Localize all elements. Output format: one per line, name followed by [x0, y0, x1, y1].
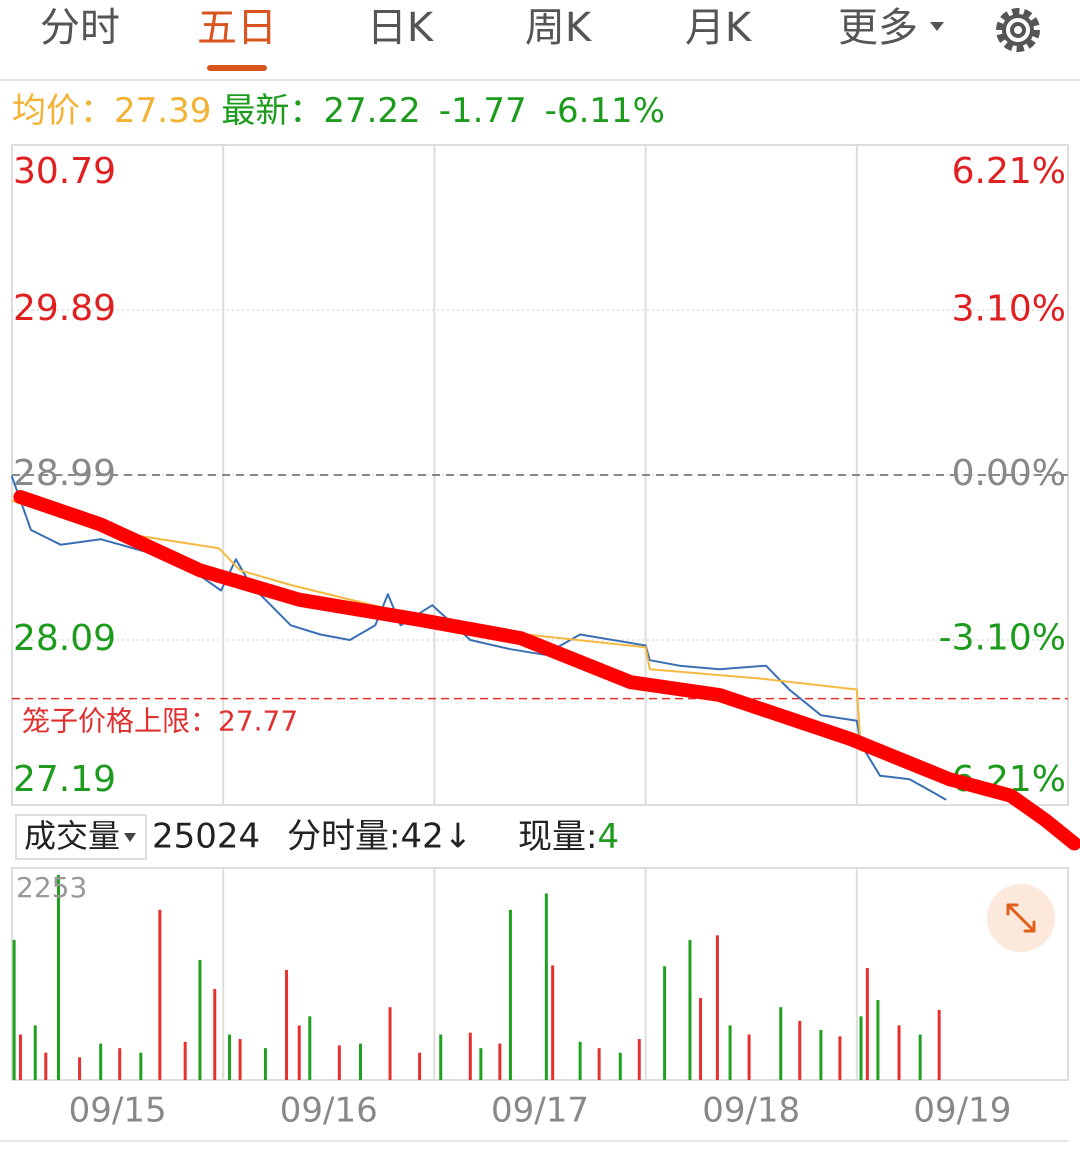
volume-bar	[728, 1025, 732, 1080]
ceiling-value: 27.77	[218, 705, 298, 738]
volume-bar	[56, 875, 60, 1080]
volume-bar	[779, 1007, 783, 1080]
volume-bar	[439, 1034, 443, 1080]
tab[interactable]: 分时	[40, 5, 120, 51]
y-tick-label: 27.19	[13, 759, 116, 800]
y-tick-label: 29.89	[13, 288, 116, 329]
volume-selector[interactable]	[15, 814, 147, 860]
price-line	[11, 475, 947, 801]
volume-bar	[876, 999, 880, 1080]
more-caret	[930, 22, 944, 31]
volume-bar	[263, 1048, 267, 1080]
volume-bar	[418, 1052, 422, 1080]
volume-bar	[285, 969, 289, 1080]
volume-total: 25024	[152, 817, 260, 857]
volume-bar	[99, 1043, 103, 1080]
expand-button[interactable]	[987, 884, 1055, 952]
latest-label: 最新：	[221, 91, 323, 131]
y2-tick-label: -3.10%	[939, 618, 1066, 659]
selector-caret	[124, 833, 136, 842]
volume-bar	[78, 1057, 82, 1080]
volume-bar	[358, 1043, 362, 1080]
volume-bar	[819, 1029, 823, 1080]
volume-bar	[544, 893, 548, 1080]
avg-label: 均价：	[12, 91, 114, 131]
volume-bar	[699, 998, 703, 1080]
tab-indicator	[207, 65, 267, 71]
volume-bar	[297, 1025, 301, 1080]
volume-bar	[213, 989, 217, 1080]
volume-bar	[498, 1043, 502, 1080]
annotation-stroke	[13, 490, 1080, 851]
volume-max-label: 2253	[16, 871, 87, 904]
x-tick-label: 09/16	[280, 1091, 378, 1131]
settings-button[interactable]	[996, 8, 1040, 52]
latest-price: 27.22	[323, 91, 420, 131]
volume-bar	[33, 1025, 37, 1080]
volume-bar	[897, 1025, 901, 1080]
volume-bar	[198, 959, 202, 1080]
volume-bar	[118, 1048, 122, 1080]
volume-bar	[747, 1034, 751, 1080]
volume-bar	[865, 968, 869, 1080]
volume-bar	[228, 1034, 232, 1080]
volume-bar	[715, 935, 719, 1080]
volume-bar	[44, 1052, 48, 1080]
volume-bar	[918, 1034, 922, 1080]
x-tick-label: 09/19	[913, 1091, 1011, 1131]
volume-bar	[859, 1016, 863, 1080]
volume-bar	[139, 1052, 143, 1080]
volume-bar	[238, 1039, 242, 1080]
volume-bar	[388, 1007, 392, 1080]
volume-bar	[551, 965, 555, 1080]
volume-bar	[18, 1034, 22, 1080]
x-tick-label: 09/17	[491, 1091, 589, 1131]
selector-text: 成交量	[24, 817, 120, 855]
volume-bar	[508, 909, 512, 1080]
volume-bar	[158, 909, 162, 1080]
x-tick-label: 09/18	[702, 1091, 800, 1131]
current-volume-label: 现量:	[518, 817, 597, 857]
volume-bar	[337, 1045, 341, 1080]
tab[interactable]: 更多	[838, 5, 918, 51]
change: -1.77	[439, 91, 527, 131]
tab[interactable]: 日K	[367, 5, 435, 51]
volume-bar	[663, 966, 667, 1080]
current-volume: 现量:4	[518, 817, 619, 857]
expand-icon	[1006, 903, 1036, 933]
current-volume-value: 4	[597, 817, 619, 857]
y-tick-label: 28.99	[13, 453, 116, 494]
volume-bar	[578, 1041, 582, 1080]
volume-bar	[618, 1052, 622, 1080]
tab[interactable]: 五日	[197, 5, 277, 51]
volume-bar	[798, 1020, 802, 1080]
volume-bar	[12, 939, 16, 1080]
volume-bar	[937, 1009, 941, 1080]
volume-bar	[308, 1016, 312, 1080]
x-tick-label: 09/15	[69, 1091, 167, 1131]
y-tick-label: 28.09	[13, 618, 116, 659]
volume-bar	[838, 1036, 842, 1080]
y-tick-label: 30.79	[13, 151, 116, 192]
volume-bar	[479, 1048, 483, 1080]
ceiling-label: 笼子价格上限：27.77	[22, 705, 298, 738]
change-pct: -6.11%	[545, 91, 665, 131]
tab[interactable]: 周K	[525, 5, 593, 51]
ceiling-text: 笼子价格上限：	[22, 705, 218, 738]
volume-bar	[688, 939, 692, 1080]
y2-tick-label: 0.00%	[952, 453, 1066, 494]
quote-row: 均价：27.39 最新：27.22 -1.77 -6.11%	[12, 91, 665, 131]
minute-volume: 分时量:42↓	[287, 817, 472, 857]
y2-tick-label: 3.10%	[952, 288, 1066, 329]
volume-bar	[183, 1041, 187, 1080]
volume-bar	[468, 1032, 472, 1080]
volume-bar	[637, 1039, 641, 1080]
volume-bar	[597, 1048, 601, 1080]
tab[interactable]: 月K	[685, 5, 753, 51]
y2-tick-label: 6.21%	[952, 151, 1066, 192]
avg-price: 27.39	[114, 91, 211, 131]
volume-frame	[11, 867, 1069, 1081]
